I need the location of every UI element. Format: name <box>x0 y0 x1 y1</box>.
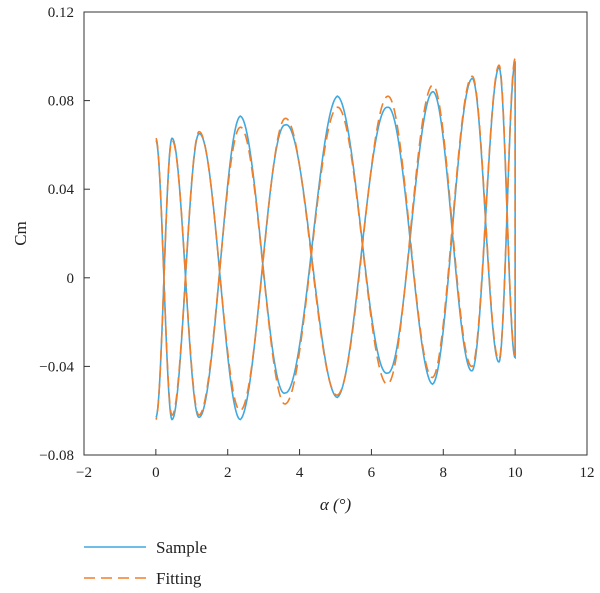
y-tick-label: 0.04 <box>48 182 75 198</box>
plot-frame <box>83 11 588 456</box>
x-axis-label: α (°) <box>320 495 352 514</box>
legend: Sample Fitting <box>84 538 207 588</box>
axis-ticks: −2 0 2 4 6 8 10 12 −0.08 −0.04 0 0.04 0.08 0.12 <box>39 5 594 481</box>
x-tick-label: 8 <box>440 465 448 481</box>
x-tick-label: 0 <box>152 465 160 481</box>
y-tick-label: 0.12 <box>48 5 74 21</box>
y-tick-label: −0.08 <box>39 448 74 464</box>
y-tick-label: −0.04 <box>39 359 74 375</box>
y-axis-label: Cm <box>11 221 30 246</box>
legend-label-fitting: Fitting <box>156 569 202 588</box>
x-tick-label: 2 <box>224 465 232 481</box>
x-tick-label: 10 <box>508 465 523 481</box>
y-tick-label: 0.08 <box>48 94 74 110</box>
x-tick-label: −2 <box>76 465 92 481</box>
y-tick-label: 0 <box>67 271 75 287</box>
series-curves <box>155 55 516 421</box>
legend-label-sample: Sample <box>156 538 207 557</box>
x-tick-label: 4 <box>296 465 304 481</box>
x-tick-label: 12 <box>580 465 595 481</box>
x-tick-label: 6 <box>368 465 376 481</box>
series-line-fitting <box>155 55 516 421</box>
